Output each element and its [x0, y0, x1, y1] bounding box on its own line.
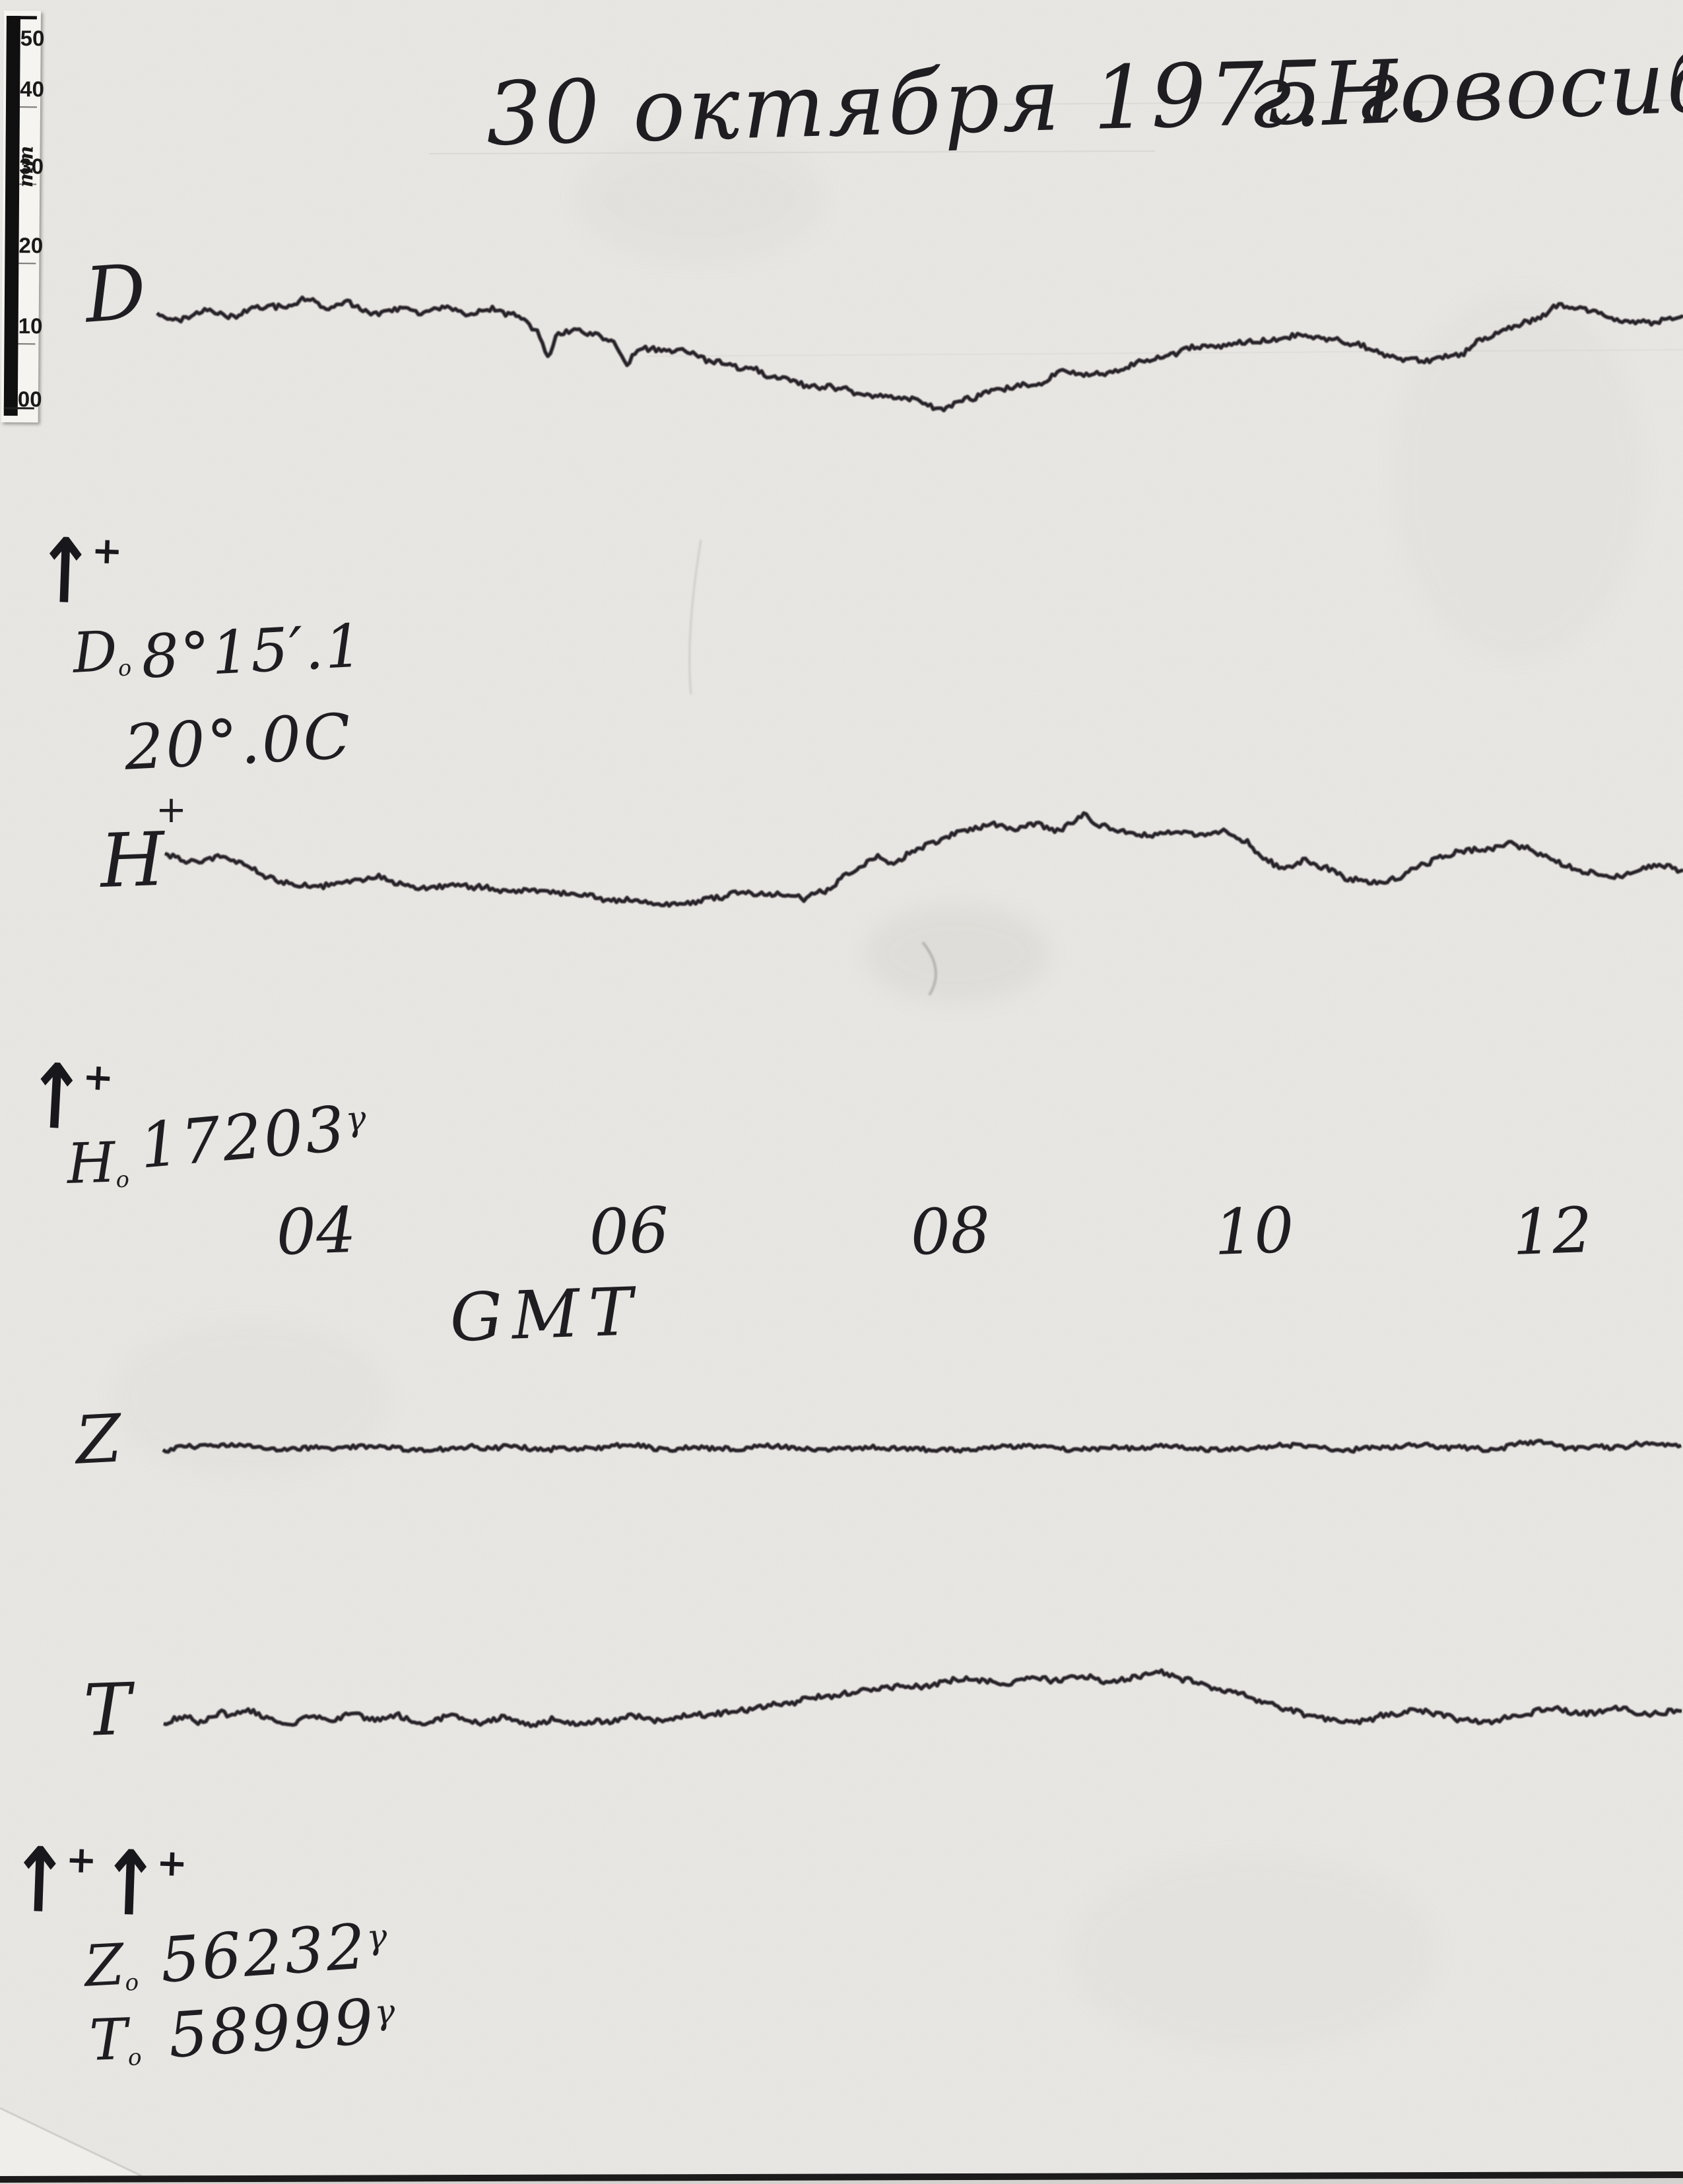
- ruler-bar: [3, 16, 20, 416]
- t-baseline-label: To: [88, 2007, 143, 2074]
- trace-H: [164, 811, 1683, 908]
- paper-stain: [1069, 1854, 1439, 2052]
- z0-letter: Z: [82, 1931, 126, 2000]
- ruler-label-50: 50: [20, 26, 45, 51]
- ruler-tick: [18, 343, 36, 345]
- paper-fold-crease: [0, 2107, 143, 2177]
- mm-ruler: 50 40 30 20 10 00 mm: [1, 11, 45, 423]
- plus-icon: +: [90, 529, 123, 573]
- positive-direction-arrow-h: ↑+: [23, 1044, 118, 1151]
- ruler-unit-label: mm: [15, 145, 38, 188]
- d-baseline-label: Do: [71, 618, 133, 685]
- t0-letter: T: [88, 2007, 129, 2074]
- ruler-label-10: 10: [18, 313, 43, 338]
- temperature-label: 20°.0C: [122, 700, 355, 785]
- z0-subscript: o: [124, 1969, 140, 1997]
- d0-subscript: o: [117, 655, 133, 682]
- hour-label-10: 10: [1212, 1194, 1296, 1269]
- trace-Z: [162, 1438, 1682, 1454]
- h0-letter: H: [65, 1130, 117, 1196]
- trace-core-D: [156, 296, 1683, 412]
- z-baseline-label: Zo: [83, 1932, 140, 2000]
- paper-scratch: [688, 539, 702, 695]
- h0-number: 17203: [137, 1093, 350, 1183]
- plus-icon: +: [81, 1055, 115, 1100]
- gamma-unit: γ: [373, 1991, 399, 2033]
- d-baseline-value: 8°15′.1: [139, 611, 366, 692]
- hour-label-04: 04: [275, 1194, 358, 1269]
- hour-label-08: 08: [909, 1194, 992, 1269]
- positive-direction-arrow-zt: ↑+↑+: [7, 1828, 191, 1937]
- title-station: г.Новосибирс: [1245, 24, 1683, 148]
- plus-icon: +: [65, 1838, 98, 1882]
- d-trace-label: D: [82, 247, 149, 340]
- t-baseline-value: 58999γ: [166, 1986, 400, 2072]
- ruler-label-20: 20: [18, 233, 44, 258]
- hour-label-12: 12: [1511, 1194, 1594, 1269]
- gamma-unit: γ: [365, 1916, 391, 1958]
- ruler-label-40: 40: [20, 77, 45, 102]
- paper-stain: [112, 1320, 389, 1478]
- hour-label-06: 06: [587, 1194, 671, 1269]
- ruler-top-cap: [6, 16, 37, 20]
- scan-hairline: [646, 349, 1683, 357]
- ruler-label-00: 00: [17, 387, 42, 412]
- scan-background-strip: [0, 2177, 1683, 2184]
- ruler-tick: [19, 106, 37, 108]
- trace-core-T: [163, 1669, 1682, 1727]
- gamma-unit: γ: [344, 1098, 370, 1140]
- positive-direction-arrow-d: ↑+: [33, 519, 127, 624]
- h-baseline-value: 17203γ: [137, 1093, 372, 1183]
- trace-core-Z: [162, 1440, 1682, 1453]
- up-arrow-icon: ↑: [23, 1044, 88, 1151]
- up-arrow-icon: ↑: [7, 1828, 71, 1934]
- paper-stain: [1393, 290, 1643, 660]
- up-arrow-icon: ↑: [33, 519, 97, 625]
- z0-number: 56232: [158, 1911, 370, 1997]
- trace-core-H: [164, 812, 1683, 907]
- h-trace-label: H: [98, 816, 166, 905]
- d0-letter: D: [71, 618, 119, 686]
- z-baseline-value: 56232γ: [158, 1911, 392, 1997]
- h0-subscript: o: [115, 1167, 130, 1193]
- trace-T: [163, 1668, 1682, 1729]
- t0-subscript: o: [127, 2043, 143, 2071]
- paper-scratch: [921, 941, 937, 996]
- z-trace-label: Z: [73, 1399, 124, 1479]
- paper-fold: [0, 2108, 142, 2176]
- t0-number: 58999: [166, 1986, 378, 2072]
- paper-stain: [865, 904, 1049, 1003]
- paper-bottom-edge: [0, 2171, 1683, 2183]
- gmt-label: GMT: [448, 1272, 644, 1357]
- t-trace-label: T: [82, 1668, 133, 1752]
- plus-icon: +: [155, 1841, 189, 1886]
- h-baseline-label: Ho: [66, 1130, 130, 1196]
- up-arrow-icon: ↑: [98, 1832, 162, 1937]
- ruler-tick: [18, 263, 36, 265]
- trace-D: [156, 295, 1683, 413]
